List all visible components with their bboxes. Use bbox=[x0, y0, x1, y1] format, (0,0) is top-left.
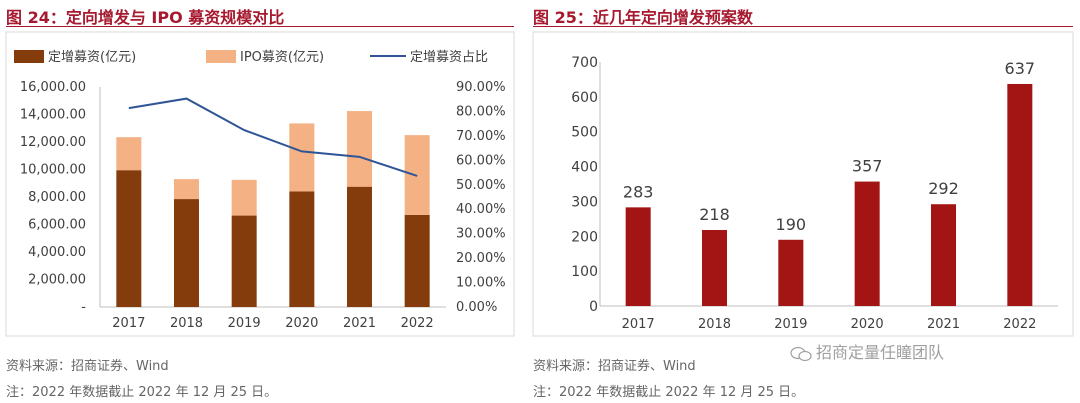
bar-ipo-2017 bbox=[116, 137, 142, 171]
combo-chart-funding: 定增募资(亿元) IPO募资(亿元) 定增募资占比 - 2,000.00 4,000.0… bbox=[5, 31, 515, 337]
data-label-2017: 283 bbox=[623, 182, 654, 201]
bar-placement-2017 bbox=[116, 170, 142, 307]
left-x-tick-label: 2019 bbox=[228, 316, 261, 331]
right-y-tick-label: 50.00% bbox=[456, 178, 506, 193]
right-x-tick-label: 2022 bbox=[1003, 317, 1036, 332]
left-bars bbox=[116, 111, 430, 307]
left-title-rule bbox=[6, 26, 514, 27]
right-chart-frame bbox=[532, 31, 1074, 337]
bar-placement-2021 bbox=[347, 186, 372, 307]
left-x-tick-label: 2021 bbox=[343, 316, 376, 331]
data-label-2021: 292 bbox=[928, 179, 959, 198]
left-legend: 定增募资(亿元) IPO募资(亿元) 定增募资占比 bbox=[14, 50, 488, 65]
right-axes: 0 100 200 300 400 500 600 700 2017 2018 2019 2020 20… bbox=[571, 55, 1058, 332]
right-y-tick-label: 300 bbox=[571, 194, 598, 210]
bar-plans-2017 bbox=[625, 207, 651, 306]
bar-placement-2019 bbox=[231, 215, 257, 307]
right-source: 资料来源：招商证券、Wind bbox=[533, 359, 696, 374]
left-y-tick-label: 12,000.00 bbox=[20, 135, 86, 150]
left-x-tick-label: 2022 bbox=[401, 316, 434, 331]
left-x-tick-label: 2018 bbox=[170, 316, 203, 331]
watermark-text: 招商定量任瞳团队 bbox=[816, 343, 945, 362]
right-y-tick-label: 60.00% bbox=[456, 153, 506, 168]
left-y-tick-label: 8,000.00 bbox=[28, 190, 86, 205]
right-y-tick-label: 0 bbox=[589, 299, 598, 315]
right-x-tick-label: 2017 bbox=[622, 317, 655, 332]
legend-swatch-1 bbox=[206, 50, 236, 63]
right-y-tick-label: 20.00% bbox=[456, 251, 506, 266]
right-x-tick-label: 2019 bbox=[774, 317, 807, 332]
bar-plans-2018 bbox=[702, 230, 727, 306]
bar-plans-2020 bbox=[854, 181, 880, 306]
left-y-tick-label: 10,000.00 bbox=[20, 163, 86, 178]
bar-ipo-2018 bbox=[174, 179, 199, 200]
data-label-2022: 637 bbox=[1005, 59, 1036, 78]
wechat-icon bbox=[790, 346, 812, 361]
data-label-2018: 218 bbox=[699, 205, 730, 224]
right-y-tick-label: 400 bbox=[571, 160, 598, 176]
legend-label-0: 定增募资(亿元) bbox=[48, 50, 136, 65]
right-x-tick-label: 2020 bbox=[851, 317, 884, 332]
bar-placement-2020 bbox=[289, 191, 315, 307]
right-panel-title: 图 25：近几年定向增发预案数 bbox=[533, 8, 753, 27]
left-y-tick-label: 14,000.00 bbox=[20, 108, 86, 123]
right-bars: 283 218 190 357 292 637 bbox=[623, 59, 1036, 307]
right-y-tick-label: 100 bbox=[571, 264, 598, 280]
left-x-tick-label: 2017 bbox=[112, 316, 145, 331]
left-y-tick-label: 16,000.00 bbox=[20, 80, 86, 95]
bar-ipo-2020 bbox=[289, 123, 315, 192]
left-panel-title: 图 24：定向增发与 IPO 募资规模对比 bbox=[6, 8, 285, 27]
right-y-tick-label: 30.00% bbox=[456, 227, 506, 242]
right-y-tick-label: 200 bbox=[571, 229, 598, 245]
left-note: 注：2022 年数据截止 2022 年 12 月 25 日。 bbox=[6, 385, 278, 400]
left-source: 资料来源：招商证券、Wind bbox=[6, 359, 169, 374]
data-label-2019: 190 bbox=[776, 215, 807, 234]
right-y-tick-label: 40.00% bbox=[456, 202, 506, 217]
bar-plans-2021 bbox=[931, 204, 956, 306]
right-title-rule bbox=[533, 26, 1073, 27]
legend-label-1: IPO募资(亿元) bbox=[240, 50, 324, 65]
right-y-tick-label: 10.00% bbox=[456, 276, 506, 291]
right-y-tick-label: 500 bbox=[571, 125, 598, 141]
watermark: 招商定量任瞳团队 bbox=[790, 339, 944, 363]
left-axes: - 2,000.00 4,000.00 6,000.00 8,000.00 10,000.… bbox=[20, 80, 506, 331]
bar-placement-2022 bbox=[404, 214, 430, 307]
left-x-tick-label: 2020 bbox=[285, 316, 318, 331]
right-x-tick-label: 2021 bbox=[927, 317, 960, 332]
left-y-tick-label: - bbox=[81, 300, 86, 315]
right-x-tick-label: 2018 bbox=[698, 317, 731, 332]
right-y-tick-label: 80.00% bbox=[456, 104, 506, 119]
line-placement-ratio bbox=[128, 97, 418, 177]
right-y-tick-label: 600 bbox=[571, 90, 598, 106]
bar-placement-2018 bbox=[174, 199, 199, 307]
data-label-2020: 357 bbox=[852, 157, 883, 176]
right-y-tick-label: 90.00% bbox=[456, 80, 506, 95]
bar-ipo-2019 bbox=[231, 179, 257, 216]
bar-ipo-2021 bbox=[347, 111, 372, 187]
bar-plans-2019 bbox=[778, 239, 804, 306]
left-line-series bbox=[128, 97, 418, 177]
right-note: 注：2022 年数据截止 2022 年 12 月 25 日。 bbox=[533, 385, 805, 400]
left-chart-frame bbox=[5, 31, 515, 337]
right-y-tick-label: 70.00% bbox=[456, 129, 506, 144]
left-y-tick-label: 6,000.00 bbox=[28, 218, 86, 233]
legend-swatch-0 bbox=[14, 50, 44, 63]
left-y-tick-label: 4,000.00 bbox=[28, 245, 86, 260]
bar-chart-plans: 0 100 200 300 400 500 600 700 2017 2018 2019 2020 20… bbox=[532, 31, 1074, 337]
legend-label-2: 定增募资占比 bbox=[410, 50, 488, 65]
right-y-tick-label: 700 bbox=[571, 55, 598, 71]
right-y-tick-label: 0.00% bbox=[456, 300, 497, 315]
left-y-tick-label: 2,000.00 bbox=[28, 273, 86, 288]
bar-plans-2022 bbox=[1007, 83, 1033, 307]
